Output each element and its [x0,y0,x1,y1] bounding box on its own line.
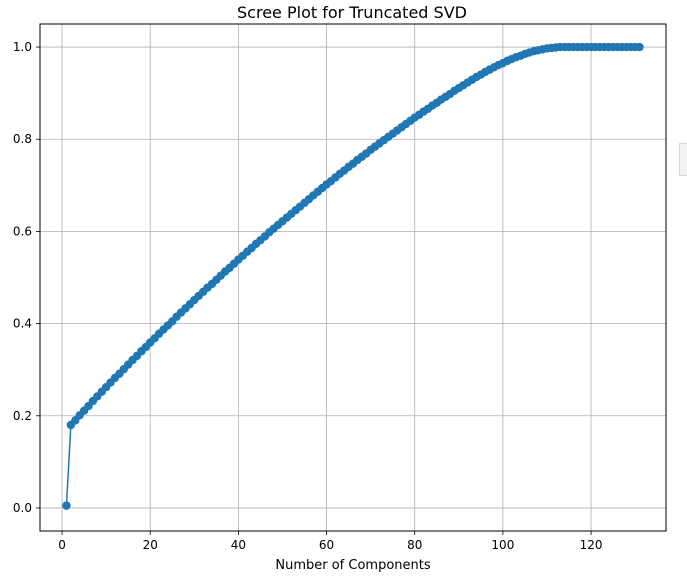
y-tick-label: 0.4 [13,317,32,331]
x-tick-label: 40 [231,538,246,552]
x-axis-label: Number of Components [275,558,430,573]
side-panel-handle[interactable] [679,143,687,176]
y-tick-label: 1.0 [13,40,32,54]
x-axis-ticks: 0 20 40 60 80 100 120 [58,531,603,552]
data-point [635,42,644,52]
x-tick-label: 0 [58,538,66,552]
x-tick-label: 80 [407,538,422,552]
x-tick-label: 100 [491,538,514,552]
x-tick-label: 120 [580,538,603,552]
x-tick-label: 20 [143,538,158,552]
y-tick-label: 0.8 [13,132,32,146]
x-tick-label: 60 [319,538,334,552]
y-tick-label: 0.6 [13,224,32,238]
y-tick-label: 0.2 [13,409,32,423]
y-tick-label: 0.0 [13,501,32,515]
chart-title: Scree Plot for Truncated SVD [237,3,467,22]
data-point [62,501,71,510]
y-axis-ticks: 0.0 0.2 0.4 0.6 0.8 1.0 [13,40,40,515]
series-markers [62,42,644,510]
plot-area-frame [39,23,667,532]
